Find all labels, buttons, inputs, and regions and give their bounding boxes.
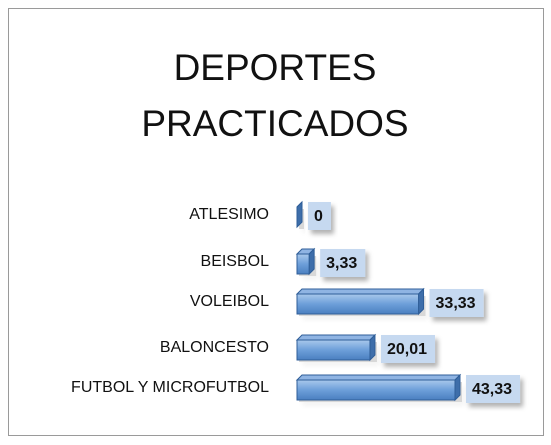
bar-side bbox=[296, 200, 303, 229]
value-label-box bbox=[466, 375, 521, 403]
bar bbox=[296, 253, 310, 275]
category-label: FUTBOL Y MICROFUTBOL bbox=[71, 379, 269, 396]
category-label: ATLESIMO bbox=[189, 206, 269, 223]
bar-side bbox=[418, 287, 425, 316]
category-label: VOLEIBOL bbox=[190, 293, 269, 310]
value-label-box bbox=[308, 202, 331, 230]
bar-top bbox=[295, 374, 462, 381]
value-label-box bbox=[380, 335, 436, 363]
value-label: 3,33 bbox=[326, 255, 357, 272]
bar bbox=[296, 339, 371, 361]
bar-top bbox=[295, 288, 425, 295]
bar-top bbox=[295, 334, 377, 341]
category-label: BEISBOL bbox=[201, 253, 270, 270]
bar-side bbox=[369, 333, 376, 362]
bar bbox=[296, 293, 420, 315]
bar-side bbox=[454, 373, 461, 402]
chart-title: DEPORTES PRACTICADOS bbox=[141, 47, 409, 144]
value-label: 20,01 bbox=[387, 341, 427, 358]
bar-side bbox=[308, 247, 315, 276]
value-label-box bbox=[429, 289, 484, 317]
category-label: BALONCESTO bbox=[160, 339, 269, 356]
value-label-box bbox=[320, 249, 366, 277]
bar bbox=[296, 379, 456, 401]
value-label: 43,33 bbox=[472, 381, 512, 398]
value-label: 0 bbox=[314, 208, 323, 225]
value-label: 33,33 bbox=[436, 295, 476, 312]
chart-frame bbox=[8, 8, 544, 436]
